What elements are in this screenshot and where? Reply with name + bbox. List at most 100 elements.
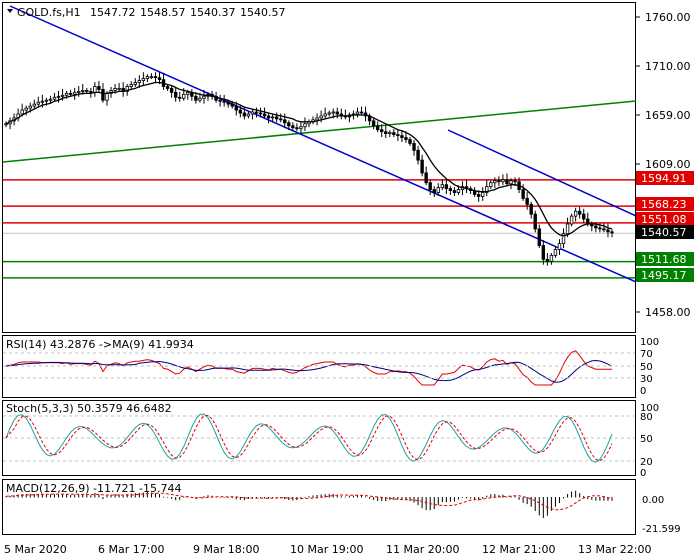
candle-body bbox=[569, 215, 574, 225]
candle-body bbox=[68, 92, 73, 95]
candle-body bbox=[145, 76, 150, 80]
candle-body bbox=[456, 189, 461, 193]
level-labels: 1594.91 1568.23 1551.08 1540.57 1511.68 … bbox=[636, 171, 694, 282]
candle-body bbox=[262, 113, 267, 117]
candle-body bbox=[81, 90, 85, 92]
time-label: 10 Mar 19:00 bbox=[290, 543, 363, 556]
candle-body bbox=[105, 92, 109, 101]
candle-body bbox=[525, 198, 529, 205]
symbol-header: GOLD.fs,H1 1547.72 1548.57 1540.37 1540.… bbox=[7, 6, 286, 19]
candle-body bbox=[371, 120, 376, 127]
candle-body bbox=[553, 249, 558, 256]
price-tick: 1458.00 bbox=[645, 306, 691, 319]
candle-body bbox=[89, 90, 93, 93]
candle-body bbox=[440, 184, 445, 189]
dropdown-triangle-icon[interactable] bbox=[7, 9, 13, 13]
candle-body bbox=[505, 179, 509, 185]
candle-body bbox=[133, 82, 137, 85]
candle-body bbox=[52, 96, 57, 100]
candle-body bbox=[408, 139, 412, 144]
time-label: 5 Mar 2020 bbox=[4, 543, 67, 556]
level-label: 1551.08 bbox=[641, 213, 687, 226]
candle-body bbox=[509, 180, 513, 185]
candle-body bbox=[194, 95, 198, 101]
candle-body bbox=[238, 109, 243, 114]
level-label-box bbox=[636, 252, 694, 266]
candle-body bbox=[315, 117, 319, 121]
candle-body bbox=[299, 126, 303, 130]
price-tick: 1760.00 bbox=[645, 11, 691, 24]
price-tick: 1609.00 bbox=[645, 158, 691, 171]
candle-body bbox=[602, 228, 606, 231]
candle-body bbox=[117, 88, 121, 90]
candle-body bbox=[48, 98, 53, 101]
candle-body bbox=[254, 111, 259, 114]
stoch-tick: 80 bbox=[640, 412, 653, 423]
time-axis: 5 Mar 2020 6 Mar 17:00 9 Mar 18:00 10 Ma… bbox=[4, 543, 651, 556]
candle-body bbox=[198, 97, 202, 101]
time-label: 11 Mar 20:00 bbox=[386, 543, 459, 556]
stoch-label: Stoch(5,3,3) 50.3579 46.6482 bbox=[6, 402, 172, 415]
candle-body bbox=[493, 180, 497, 184]
candle-body bbox=[153, 76, 158, 79]
candle-body bbox=[113, 88, 117, 91]
candle-body bbox=[537, 228, 541, 246]
candle-body bbox=[420, 159, 424, 174]
candle-body bbox=[125, 86, 129, 92]
candle-body bbox=[404, 137, 408, 140]
macd-axis: 0.00 -21.599 bbox=[642, 495, 681, 535]
candle-body bbox=[157, 77, 162, 81]
ma-line bbox=[5, 81, 613, 237]
candle-body bbox=[444, 184, 449, 190]
stoch-tick: 100 bbox=[640, 403, 659, 414]
candle-body bbox=[44, 99, 49, 102]
candle-body bbox=[561, 233, 566, 245]
candle-body bbox=[355, 111, 360, 115]
candle-body bbox=[331, 111, 335, 114]
candle-body bbox=[246, 113, 251, 117]
candle-body bbox=[56, 95, 61, 98]
green-trend-line bbox=[2, 100, 637, 163]
level-label-box bbox=[636, 212, 694, 226]
candle-body bbox=[169, 88, 174, 93]
candle-body bbox=[226, 101, 230, 105]
macd-panel bbox=[2, 479, 636, 535]
macd-histogram bbox=[5, 490, 613, 519]
candle-body bbox=[64, 92, 69, 96]
candle-body bbox=[412, 143, 416, 151]
candle-body bbox=[428, 182, 432, 190]
candle-body bbox=[72, 91, 77, 95]
candle-body bbox=[452, 190, 457, 193]
candle-body bbox=[594, 225, 598, 229]
header-symbol: GOLD.fs,H1 bbox=[17, 6, 81, 19]
candle-body bbox=[448, 188, 453, 191]
header-close: 1540.57 bbox=[240, 6, 286, 19]
candle-body bbox=[266, 115, 271, 119]
level-label: 1594.91 bbox=[641, 172, 687, 185]
candle-body bbox=[533, 213, 537, 230]
stoch-d-line bbox=[5, 414, 613, 462]
rsi-tick: 100 bbox=[640, 337, 659, 348]
candle-body bbox=[274, 116, 279, 120]
candle-body bbox=[489, 182, 493, 188]
candle-body bbox=[436, 187, 440, 193]
macd-label: MACD(12,26,9) -11.721 -15.744 bbox=[6, 482, 181, 495]
candle-body bbox=[291, 125, 295, 129]
candle-body bbox=[77, 90, 81, 93]
rsi-tick: 50 bbox=[640, 362, 653, 373]
level-label-box bbox=[636, 268, 694, 282]
candle-body bbox=[610, 231, 614, 234]
candle-body bbox=[242, 112, 247, 117]
candle-body bbox=[279, 118, 283, 121]
candle-body bbox=[497, 180, 501, 183]
candle-body bbox=[432, 189, 436, 193]
candle-body bbox=[60, 94, 65, 97]
candle-body bbox=[582, 213, 586, 220]
candle-body bbox=[186, 91, 190, 95]
candle-body bbox=[36, 101, 41, 105]
level-label-box bbox=[636, 197, 694, 211]
candle-body bbox=[586, 218, 590, 225]
moving-average bbox=[5, 81, 613, 237]
candle-body bbox=[230, 103, 234, 107]
